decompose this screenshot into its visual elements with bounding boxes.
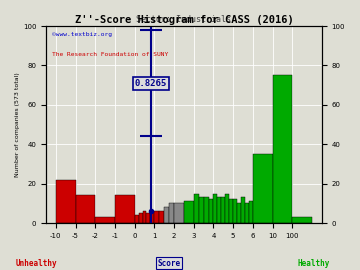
Bar [217,197,221,223]
Bar [233,200,237,223]
Bar [184,201,194,223]
Bar [143,211,147,223]
Bar [194,194,199,223]
Title: Z''-Score Histogram for CASS (2016): Z''-Score Histogram for CASS (2016) [75,15,293,25]
Bar [150,211,154,223]
Bar [253,154,273,223]
Bar [204,197,208,223]
Bar [245,203,249,223]
Bar [229,200,233,223]
Bar [249,201,253,223]
Bar [139,213,143,223]
Bar [56,180,76,223]
Bar [147,213,150,223]
Bar [135,215,139,223]
Bar [76,195,95,223]
Text: The Research Foundation of SUNY: The Research Foundation of SUNY [51,52,168,57]
Bar [241,197,245,223]
Text: Healthy: Healthy [297,259,329,268]
Bar [115,195,135,223]
Text: Score: Score [158,259,181,268]
Bar [225,194,229,223]
Bar [292,217,312,223]
Text: 0.8265: 0.8265 [135,79,167,88]
Bar [174,203,184,223]
Bar [199,197,204,223]
Bar [169,203,174,223]
Bar [95,217,115,223]
Text: ©www.textbiz.org: ©www.textbiz.org [51,32,112,37]
Bar [208,200,213,223]
Bar [164,207,169,223]
Bar [221,197,225,223]
Text: Unhealthy: Unhealthy [15,259,57,268]
Bar [159,211,164,223]
Bar [213,194,217,223]
Bar [154,211,159,223]
Bar [273,75,292,223]
Bar [237,203,241,223]
Y-axis label: Number of companies (573 total): Number of companies (573 total) [15,72,20,177]
Text: Sector: Industrials: Sector: Industrials [136,15,231,24]
